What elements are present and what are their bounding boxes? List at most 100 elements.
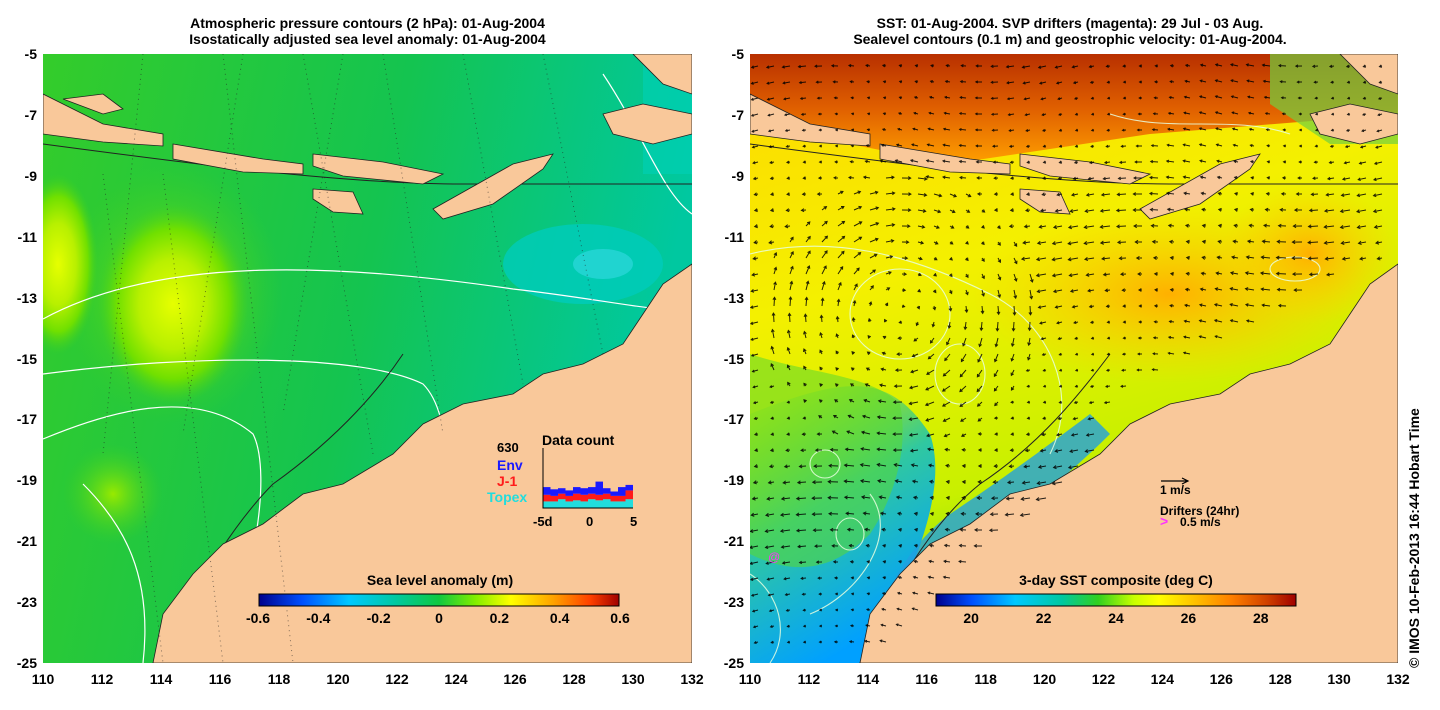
drifter-speed-label: 0.5 m/s <box>1180 515 1221 529</box>
velocity-arrow <box>1266 160 1271 164</box>
velocity-arrow <box>751 272 759 277</box>
velocity-arrow <box>1102 272 1111 277</box>
velocity-arrow <box>1133 223 1143 229</box>
velocity-arrow <box>1152 255 1159 260</box>
velocity-arrow <box>997 273 1002 281</box>
velocity-arrow <box>993 416 999 420</box>
velocity-arrow <box>884 302 889 307</box>
velocity-arrow <box>949 225 955 229</box>
velocity-arrow <box>1215 271 1223 276</box>
histogram-bar-topex <box>603 499 611 508</box>
velocity-arrow <box>1264 112 1271 116</box>
velocity-arrow <box>959 527 967 532</box>
velocity-arrow <box>782 81 791 85</box>
velocity-arrow <box>943 543 951 548</box>
velocity-arrow <box>1023 224 1031 229</box>
velocity-arrow <box>917 288 922 293</box>
histogram-bar-env <box>580 488 588 495</box>
velocity-arrow <box>821 280 826 291</box>
velocity-arrow <box>1026 384 1031 388</box>
velocity-arrow <box>770 416 775 420</box>
velocity-arrow <box>1042 384 1047 388</box>
velocity-arrow <box>1052 465 1063 470</box>
velocity-arrow <box>750 305 759 309</box>
velocity-arrow <box>990 496 999 501</box>
velocity-arrow <box>1356 193 1367 198</box>
velocity-arrow <box>1057 416 1063 421</box>
velocity-arrow <box>975 160 983 164</box>
java-island <box>43 93 164 147</box>
velocity-arrow <box>1291 256 1303 261</box>
velocity-arrow <box>1214 111 1223 115</box>
velocity-arrow <box>1182 351 1191 355</box>
velocity-arrow <box>1087 417 1095 421</box>
velocity-arrow <box>1136 368 1143 372</box>
velocity-arrow <box>1020 496 1031 501</box>
velocity-arrow <box>1230 79 1239 83</box>
velocity-arrow <box>1026 400 1031 404</box>
velocity-arrow <box>752 161 759 165</box>
velocity-arrow <box>1006 480 1015 485</box>
velocity-arrow <box>1138 320 1143 324</box>
velocity-arrow <box>1035 257 1047 262</box>
velocity-arrow <box>1025 432 1031 436</box>
velocity-arrow <box>1058 400 1063 404</box>
velocity-arrow <box>1233 207 1239 212</box>
velocity-arrow <box>1071 304 1079 309</box>
left-xtick: 116 <box>208 671 232 687</box>
velocity-arrow <box>821 206 828 211</box>
velocity-arrow <box>949 193 958 198</box>
histogram-bar-j1 <box>573 493 581 501</box>
velocity-arrow <box>1214 95 1223 99</box>
velocity-arrow <box>802 176 807 180</box>
velocity-arrow <box>770 640 775 644</box>
velocity-arrow <box>802 416 807 420</box>
velocity-arrow <box>753 464 759 469</box>
left-ytick: -5 <box>24 46 37 62</box>
velocity-arrow <box>1265 128 1271 132</box>
velocity-arrow <box>849 160 855 164</box>
velocity-arrow <box>945 479 951 484</box>
velocity-arrow <box>820 297 825 307</box>
velocity-arrow <box>1183 335 1191 339</box>
velocity-arrow <box>945 463 951 468</box>
velocity-arrow <box>1072 81 1079 85</box>
velocity-arrow <box>894 479 903 484</box>
velocity-arrow <box>1120 272 1127 277</box>
velocity-arrow <box>1246 239 1255 244</box>
velocity-arrow <box>932 305 937 311</box>
velocity-arrow <box>860 430 871 435</box>
velocity-arrow <box>1054 65 1063 69</box>
svg-text:@: @ <box>768 550 780 564</box>
velocity-arrow <box>1198 127 1207 131</box>
velocity-arrow <box>1325 272 1335 277</box>
velocity-arrow <box>1201 239 1207 244</box>
right-xtick: 116 <box>915 671 939 687</box>
velocity-arrow <box>993 385 999 392</box>
velocity-arrow <box>974 80 983 84</box>
velocity-arrow <box>1084 449 1095 453</box>
velocity-arrow <box>882 80 887 84</box>
velocity-arrow <box>1020 256 1031 261</box>
velocity-arrow <box>865 144 871 148</box>
velocity-arrow <box>1058 352 1063 356</box>
velocity-arrow <box>942 369 951 377</box>
velocity-arrow <box>1083 241 1095 246</box>
velocity-arrow <box>981 225 985 229</box>
velocity-arrow <box>1198 335 1207 339</box>
velocity-arrow <box>1074 96 1079 100</box>
velocity-arrow <box>1025 208 1031 213</box>
velocity-arrow <box>897 527 903 532</box>
histogram-bar-env <box>618 487 626 496</box>
velocity-arrow <box>853 251 862 259</box>
velocity-arrow <box>753 192 759 197</box>
velocity-arrow <box>1019 512 1031 518</box>
velocity-arrow <box>1263 95 1271 99</box>
velocity-arrow <box>1307 224 1319 229</box>
inset-legend-topex: Topex <box>487 489 528 505</box>
velocity-arrow <box>1213 319 1223 323</box>
velocity-arrow <box>1122 96 1127 100</box>
velocity-arrow <box>850 96 855 100</box>
histogram-bar-j1 <box>610 495 618 502</box>
velocity-arrow <box>836 298 841 307</box>
